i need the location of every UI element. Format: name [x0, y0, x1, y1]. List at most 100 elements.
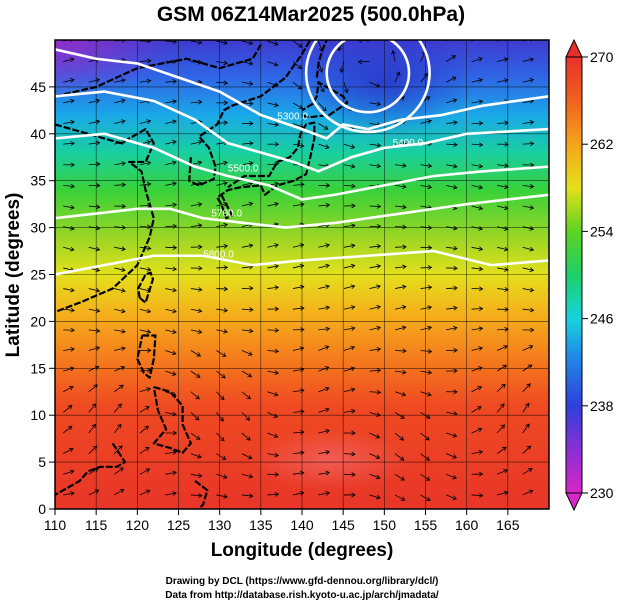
- x-axis: 110 115 120 125 130 135 140 145 150 155 160 165: [44, 509, 520, 533]
- streamline-arrowhead: [274, 348, 280, 354]
- streamline: [190, 329, 202, 333]
- streamline-arrowhead: [320, 87, 325, 93]
- streamline-arrowhead: [376, 284, 381, 290]
- streamline-arrowhead: [121, 182, 127, 188]
- streamline-arrowhead: [478, 449, 484, 455]
- streamline: [114, 308, 126, 313]
- streamline-arrowhead: [555, 38, 559, 42]
- streamline: [522, 100, 534, 104]
- streamline: [241, 40, 253, 45]
- streamline-arrowhead: [172, 266, 178, 272]
- streamline-arrowhead: [121, 161, 126, 166]
- streamline-arrowhead: [248, 328, 254, 334]
- y-tick-label: 20: [30, 313, 46, 329]
- streamline-arrowhead: [274, 452, 280, 458]
- streamline: [445, 185, 457, 189]
- streamline-arrowhead: [274, 102, 279, 108]
- colorbar-tick-label: 262: [590, 136, 614, 152]
- streamline-arrowhead: [527, 364, 533, 369]
- streamline-arrowhead: [172, 160, 177, 166]
- streamline-arrowhead: [274, 472, 280, 477]
- streamline: [420, 73, 428, 83]
- streamline: [548, 81, 549, 83]
- streamline-arrowhead: [478, 56, 483, 62]
- streamline: [139, 369, 151, 372]
- streamline-arrowhead: [555, 205, 559, 209]
- streamline-arrowhead: [219, 416, 224, 422]
- streamline: [165, 80, 177, 83]
- streamline-arrowhead: [500, 424, 505, 429]
- streamline-arrowhead: [350, 366, 356, 372]
- streamline: [548, 60, 549, 62]
- streamline: [394, 494, 405, 501]
- streamline: [369, 285, 381, 289]
- streamline-arrowhead: [350, 284, 356, 290]
- streamline: [394, 370, 406, 373]
- streamline-arrowhead: [146, 160, 152, 166]
- streamline-arrowhead: [402, 184, 407, 189]
- streamline: [343, 346, 355, 351]
- streamline-arrowhead: [325, 183, 331, 188]
- streamline: [267, 493, 279, 496]
- streamline-arrowhead: [70, 287, 75, 293]
- streamline-arrowhead: [223, 329, 228, 334]
- streamline: [88, 424, 96, 434]
- streamline: [241, 494, 253, 497]
- streamline: [318, 102, 327, 112]
- streamline: [63, 184, 75, 187]
- streamline: [114, 347, 126, 351]
- streamline: [241, 81, 253, 85]
- y-tick-label: 45: [30, 79, 46, 95]
- streamline-arrowhead: [325, 202, 331, 208]
- streamline-arrowhead: [350, 163, 356, 169]
- streamline-arrowhead: [119, 384, 124, 390]
- streamline-arrowhead: [248, 473, 254, 479]
- streamline-arrowhead: [453, 120, 458, 126]
- streamline-arrowhead: [427, 245, 433, 251]
- streamline: [241, 102, 253, 105]
- streamline-arrowhead: [274, 201, 279, 207]
- streamline: [292, 123, 304, 128]
- streamline-arrowhead: [351, 430, 356, 436]
- streamline: [394, 326, 406, 331]
- streamline: [190, 350, 201, 357]
- streamline-arrowhead: [502, 446, 507, 452]
- streamline-arrowhead: [70, 141, 75, 146]
- streamline: [165, 40, 177, 43]
- streamline: [522, 184, 534, 188]
- streamline-arrowhead: [70, 162, 76, 168]
- streamline: [114, 184, 126, 186]
- streamline: [496, 383, 506, 393]
- streamline: [216, 245, 228, 248]
- streamline: [548, 288, 549, 290]
- streamline-arrowhead: [300, 327, 305, 333]
- streamline: [318, 451, 330, 455]
- streamline-arrowhead: [222, 474, 228, 479]
- streamline: [394, 184, 406, 188]
- streamline: [471, 226, 483, 230]
- streamline-arrowhead: [119, 467, 124, 472]
- streamline: [165, 288, 177, 292]
- streamline: [267, 40, 278, 45]
- streamline: [267, 412, 278, 418]
- streamline-arrowhead: [427, 225, 433, 231]
- streamline: [548, 329, 549, 331]
- streamline-arrowhead: [273, 433, 279, 439]
- streamline: [241, 329, 253, 332]
- streamline-arrowhead: [503, 345, 508, 350]
- streamline: [267, 370, 279, 374]
- streamline: [420, 184, 432, 188]
- streamline-arrowhead: [452, 495, 457, 501]
- streamline: [471, 57, 483, 62]
- x-tick-label: 115: [85, 517, 108, 533]
- streamline-arrowhead: [350, 144, 356, 149]
- streamline: [267, 453, 279, 456]
- streamline-arrowhead: [172, 470, 177, 476]
- streamline-arrowhead: [146, 308, 152, 314]
- streamline-arrowhead: [528, 489, 534, 495]
- streamline: [292, 81, 302, 90]
- streamline: [394, 432, 404, 441]
- streamline: [343, 244, 355, 248]
- coastline-segment: [194, 479, 209, 509]
